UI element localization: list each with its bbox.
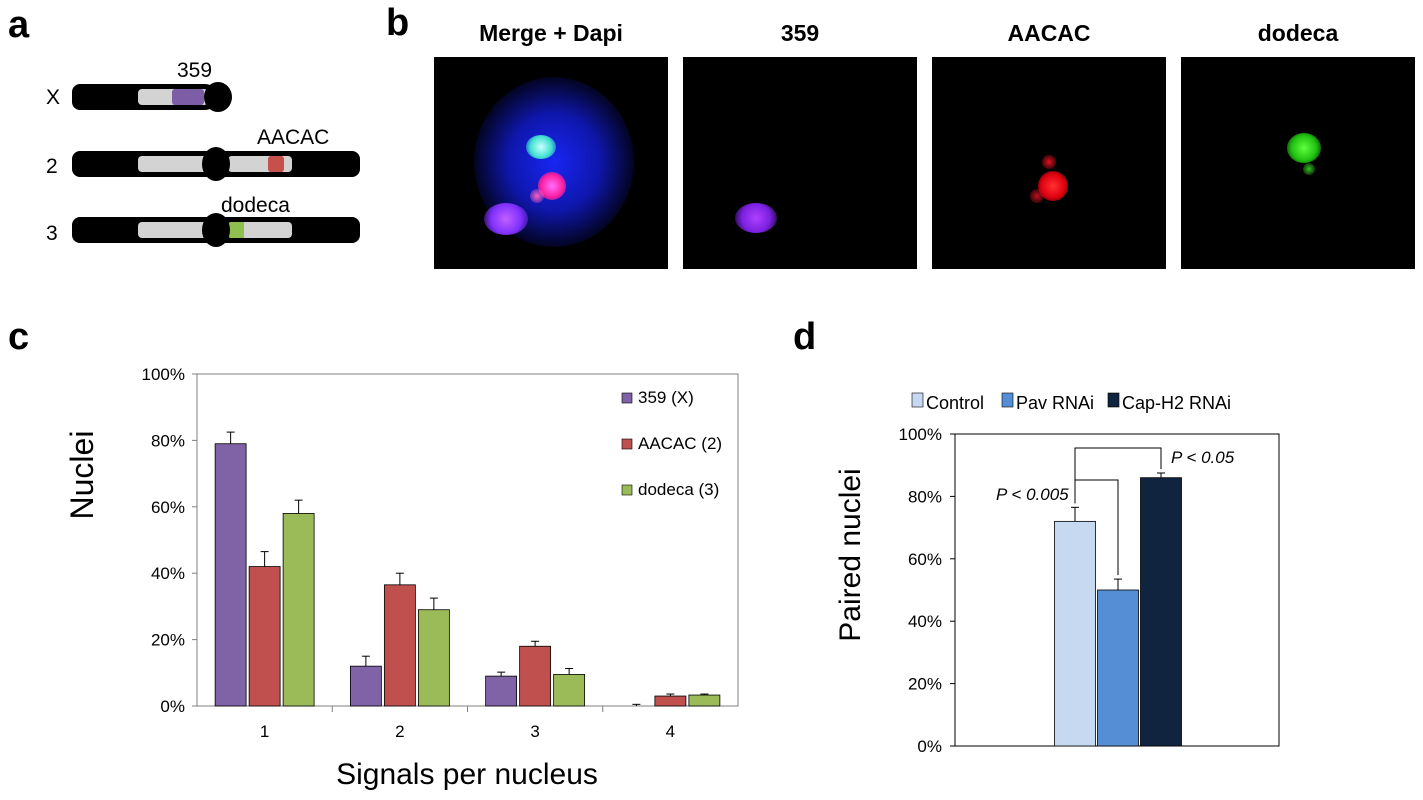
micro-image-359	[683, 57, 917, 269]
chromosome-band	[228, 222, 292, 238]
micro-image-aacac	[932, 57, 1166, 269]
chart-d-ytick-label: 100%	[899, 425, 942, 444]
chart-c-xtick-label: 2	[395, 722, 404, 741]
chart-d-ylabel: Paired nuclei	[834, 468, 867, 641]
chart-c-bar	[383, 584, 416, 707]
chart-d-ytick-label: 80%	[908, 487, 942, 506]
chart-d-ytick-label: 40%	[908, 612, 942, 631]
probe-dodeca-band	[228, 222, 244, 238]
chart-c-ytick-label: 0%	[160, 697, 185, 716]
micro-title-359: 359	[780, 20, 820, 46]
chromosome-x	[72, 84, 218, 110]
chromosome-x-centromere	[204, 82, 232, 112]
chart-c-bar	[248, 566, 281, 707]
chart-d-bar	[1097, 589, 1139, 747]
chart-d-ytick-label: 0%	[917, 737, 942, 756]
probe-359-band	[172, 89, 204, 105]
micro-title-merge: Merge + Dapi	[479, 20, 623, 46]
chart-c-ytick-label: 40%	[151, 564, 185, 583]
signal-dodeca	[1287, 133, 1321, 163]
chromosome-3-centromere	[202, 213, 230, 247]
chart-d-legend-swatch	[911, 392, 924, 408]
chart-d-significance-bracket	[1074, 479, 1119, 576]
panel-letter-c: c	[8, 316, 30, 358]
chart-c-ytick-label: 80%	[151, 431, 185, 450]
chart-c-ytick-label: 100%	[142, 365, 185, 384]
probe-label-aacac: AACAC	[257, 126, 330, 149]
chart-c-bar	[654, 695, 687, 707]
chart-c-plot: Nuclei Signals per nucleus 0% 20% 40% 60% 80…	[64, 365, 739, 791]
chart-c-bar	[485, 675, 518, 707]
micro-title-aacac: AACAC	[1007, 20, 1091, 46]
probe-label-359: 359	[177, 59, 213, 82]
panel-letter-b: b	[386, 2, 410, 44]
chart-c-bar	[553, 674, 586, 707]
signal-dodeca	[1303, 163, 1315, 175]
chart-d-bar	[1054, 520, 1096, 747]
probe-aacac-band	[268, 156, 284, 172]
chart-d-legend-swatch	[1001, 392, 1014, 408]
chart-c-legend-swatch	[621, 392, 633, 404]
chart-d-ytick-label: 20%	[908, 675, 942, 694]
chart-c-bar	[688, 694, 721, 707]
chart-c-legend-label: AACAC (2)	[638, 434, 722, 453]
chart-c-xlabel: Signals per nucleus	[336, 758, 598, 791]
chart-d-pvalue-annotation: P < 0.05	[1171, 448, 1235, 467]
chart-c-bar	[417, 609, 450, 707]
chart-c-xtick-label: 3	[530, 722, 539, 741]
chart-c-legend-swatch	[621, 484, 633, 496]
chart-d-legend-swatch	[1107, 392, 1120, 408]
chart-d-legend-label: Control	[926, 393, 984, 413]
chart-c-bar	[349, 665, 382, 707]
micro-image-merge	[434, 57, 668, 269]
chart-d-legend-label: Cap-H2 RNAi	[1122, 393, 1231, 413]
chart-c-xtick-label: 4	[666, 722, 675, 741]
micro-title-dodeca: dodeca	[1257, 20, 1339, 46]
chart-c-xtick-label: 1	[260, 722, 269, 741]
signal-aacac	[1042, 155, 1056, 169]
micro-image-dodeca	[1181, 57, 1415, 269]
chart-d-pvalue-annotation: P < 0.005	[996, 485, 1069, 504]
chart-c-bar	[282, 513, 315, 707]
chromosome-label-x: X	[46, 86, 61, 109]
signal-aacac	[1030, 189, 1044, 203]
probe-label-dodeca: dodeca	[221, 194, 290, 217]
merge-green-signal	[526, 135, 556, 159]
chart-c-bar	[214, 443, 247, 707]
chart-c-legend-label: dodeca (3)	[638, 480, 719, 499]
chromosome-band	[138, 156, 208, 172]
chart-d-bar	[1140, 477, 1182, 747]
chart-c-bar	[519, 645, 552, 707]
chromosome-band	[138, 222, 208, 238]
chart-d-significance-bracket	[1074, 447, 1162, 480]
panel-letter-a: a	[8, 4, 30, 46]
chart-d-plot: Paired nuclei 0% 20% 40% 60% 80% 100% P < 0.00…	[834, 392, 1280, 756]
chart-d-ytick-label: 60%	[908, 550, 942, 569]
chart-c-ytick-label: 20%	[151, 631, 185, 650]
merge-purple-signal	[484, 203, 528, 235]
chart-c-legend-label: 359 (X)	[638, 388, 694, 407]
chromosome-2-centromere	[202, 147, 230, 181]
merge-red-signal	[530, 189, 544, 203]
chromosome-label-3: 3	[46, 222, 58, 245]
chart-c-legend-swatch	[621, 438, 633, 450]
signal-359	[735, 203, 777, 233]
panel-letter-d: d	[793, 316, 817, 358]
chart-c-ytick-label: 60%	[151, 498, 185, 517]
chart-d-legend-label: Pav RNAi	[1016, 393, 1094, 413]
chromosome-label-2: 2	[46, 155, 58, 178]
chart-c-ylabel: Nuclei	[64, 431, 100, 520]
